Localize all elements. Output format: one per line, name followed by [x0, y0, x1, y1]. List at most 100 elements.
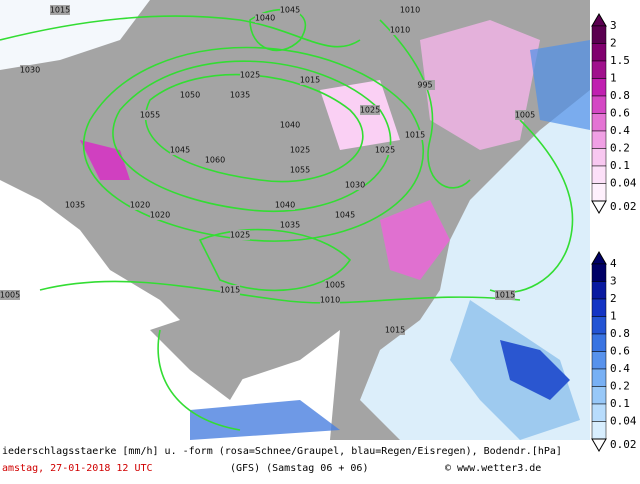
legend-label: 1.5	[610, 54, 630, 67]
legend-swatch	[591, 351, 607, 370]
legend-swatch	[591, 333, 607, 352]
isobar-label-bg	[150, 210, 170, 220]
isobar-label: 1055	[290, 166, 310, 175]
isobar-label-bg	[275, 200, 295, 210]
snow	[420, 20, 540, 150]
isobar-label-bg	[0, 290, 20, 300]
legend-label: 0.1	[610, 397, 630, 410]
isobar-label-bg	[300, 75, 320, 85]
legend-swatch	[591, 183, 607, 202]
legend-label: 0.4	[610, 362, 630, 375]
isobar-label: 1025	[290, 146, 310, 155]
isobar-label-bg	[280, 120, 300, 130]
legend-swatch	[591, 403, 607, 422]
isobar-label: 1010	[390, 26, 410, 35]
legend-label: 0.2	[610, 142, 630, 155]
isobar-label: 995	[417, 81, 432, 90]
legend-arrow	[591, 251, 607, 265]
isobar-label: 1045	[335, 211, 355, 220]
legend-swatch	[591, 95, 607, 114]
isobar-label: 1015	[385, 326, 405, 335]
isobar-label: 1015	[50, 6, 70, 15]
sea	[0, 0, 150, 70]
legend-label: 0.4	[610, 124, 630, 137]
legend-arrow	[591, 13, 607, 27]
legend-arrow	[591, 438, 607, 452]
legend-label: 2	[610, 292, 617, 305]
isobar-label: 1025	[375, 146, 395, 155]
isobar-label: 1035	[280, 221, 300, 230]
rain	[530, 40, 590, 130]
isobar	[112, 60, 392, 212]
footer-bg	[0, 440, 590, 480]
land	[150, 310, 260, 400]
isobar-label-bg	[280, 5, 300, 15]
isobar-label: 1040	[255, 14, 275, 23]
isobar	[379, 19, 471, 189]
isobar-label-bg	[280, 220, 300, 230]
legend-label: 0.2	[610, 380, 630, 393]
isobar-label: 1020	[130, 201, 150, 210]
legend-swatch	[591, 78, 607, 97]
isobar	[198, 228, 352, 292]
legend-label: 0.6	[610, 107, 630, 120]
legend-label: 3	[610, 275, 617, 288]
isobar	[39, 280, 521, 304]
isobar-label: 1015	[405, 131, 425, 140]
isobar-label-bg	[240, 70, 260, 80]
isobar-label: 1040	[275, 201, 295, 210]
legend-label: 0.8	[610, 89, 630, 102]
legend-swatch	[591, 25, 607, 44]
isobar-label: 1015	[300, 76, 320, 85]
isobar-label-bg	[130, 200, 150, 210]
isobar-label-bg	[220, 285, 240, 295]
isobar-label-bg	[20, 65, 40, 75]
map: 1005 1010 1015 1020 1025 1030 1035 1040 1045 1050…	[0, 0, 590, 440]
legend-swatch	[591, 368, 607, 387]
footer-description: iederschlagsstaerke [mm/h] u. -form (ros…	[2, 446, 562, 457]
isobar-label-bg	[400, 5, 420, 15]
legend-swatch	[591, 148, 607, 167]
footer-credit: © www.wetter3.de	[445, 463, 541, 474]
isobar-label-bg	[390, 25, 410, 35]
isobar-label-bg	[205, 155, 225, 165]
isobar-label-bg	[320, 295, 340, 305]
isobar-label-bg	[515, 110, 535, 120]
isobar-label: 1005	[325, 281, 345, 290]
footer-model: (GFS) (Samstag 06 + 06)	[230, 463, 368, 474]
isobar	[0, 15, 361, 48]
isobar-label: 1025	[230, 231, 250, 240]
isobar-label-bg	[385, 325, 405, 335]
snow	[380, 200, 450, 280]
isobar-label-bg	[495, 290, 515, 300]
legend-swatch	[591, 43, 607, 62]
legend-swatch	[591, 130, 607, 149]
isobar	[157, 329, 241, 431]
legend-label: 0.6	[610, 345, 630, 358]
isobar-label-bg	[345, 180, 365, 190]
legend-label: 1	[610, 72, 617, 85]
isobar-label: 1025	[240, 71, 260, 80]
rain	[500, 340, 570, 400]
legend-swatch	[591, 165, 607, 184]
isobar-label: 1035	[65, 201, 85, 210]
legend-label: 1	[610, 310, 617, 323]
isobar	[83, 46, 424, 242]
isobar-label: 1045	[280, 6, 300, 15]
isobar-label: 1045	[170, 146, 190, 155]
isobar-label: 1010	[320, 296, 340, 305]
isobar-label-bg	[230, 230, 250, 240]
legend-swatch	[591, 60, 607, 79]
isobar-label: 1060	[205, 156, 225, 165]
isobar-label: 1030	[20, 66, 40, 75]
legend-swatch	[591, 421, 607, 440]
isobar	[489, 119, 574, 294]
isobar-label: 1010	[400, 6, 420, 15]
isobar-label-bg	[170, 145, 190, 155]
isobar-label-bg	[415, 80, 435, 90]
isobar-label: 1035	[230, 91, 250, 100]
isobar-label: 1005	[515, 111, 535, 120]
isobar-label: 1030	[345, 181, 365, 190]
isobar-labels: 1005 1010 1015 1020 1025 1030 1035 1040 1045 1050…	[0, 5, 535, 335]
legend-swatch	[591, 281, 607, 300]
